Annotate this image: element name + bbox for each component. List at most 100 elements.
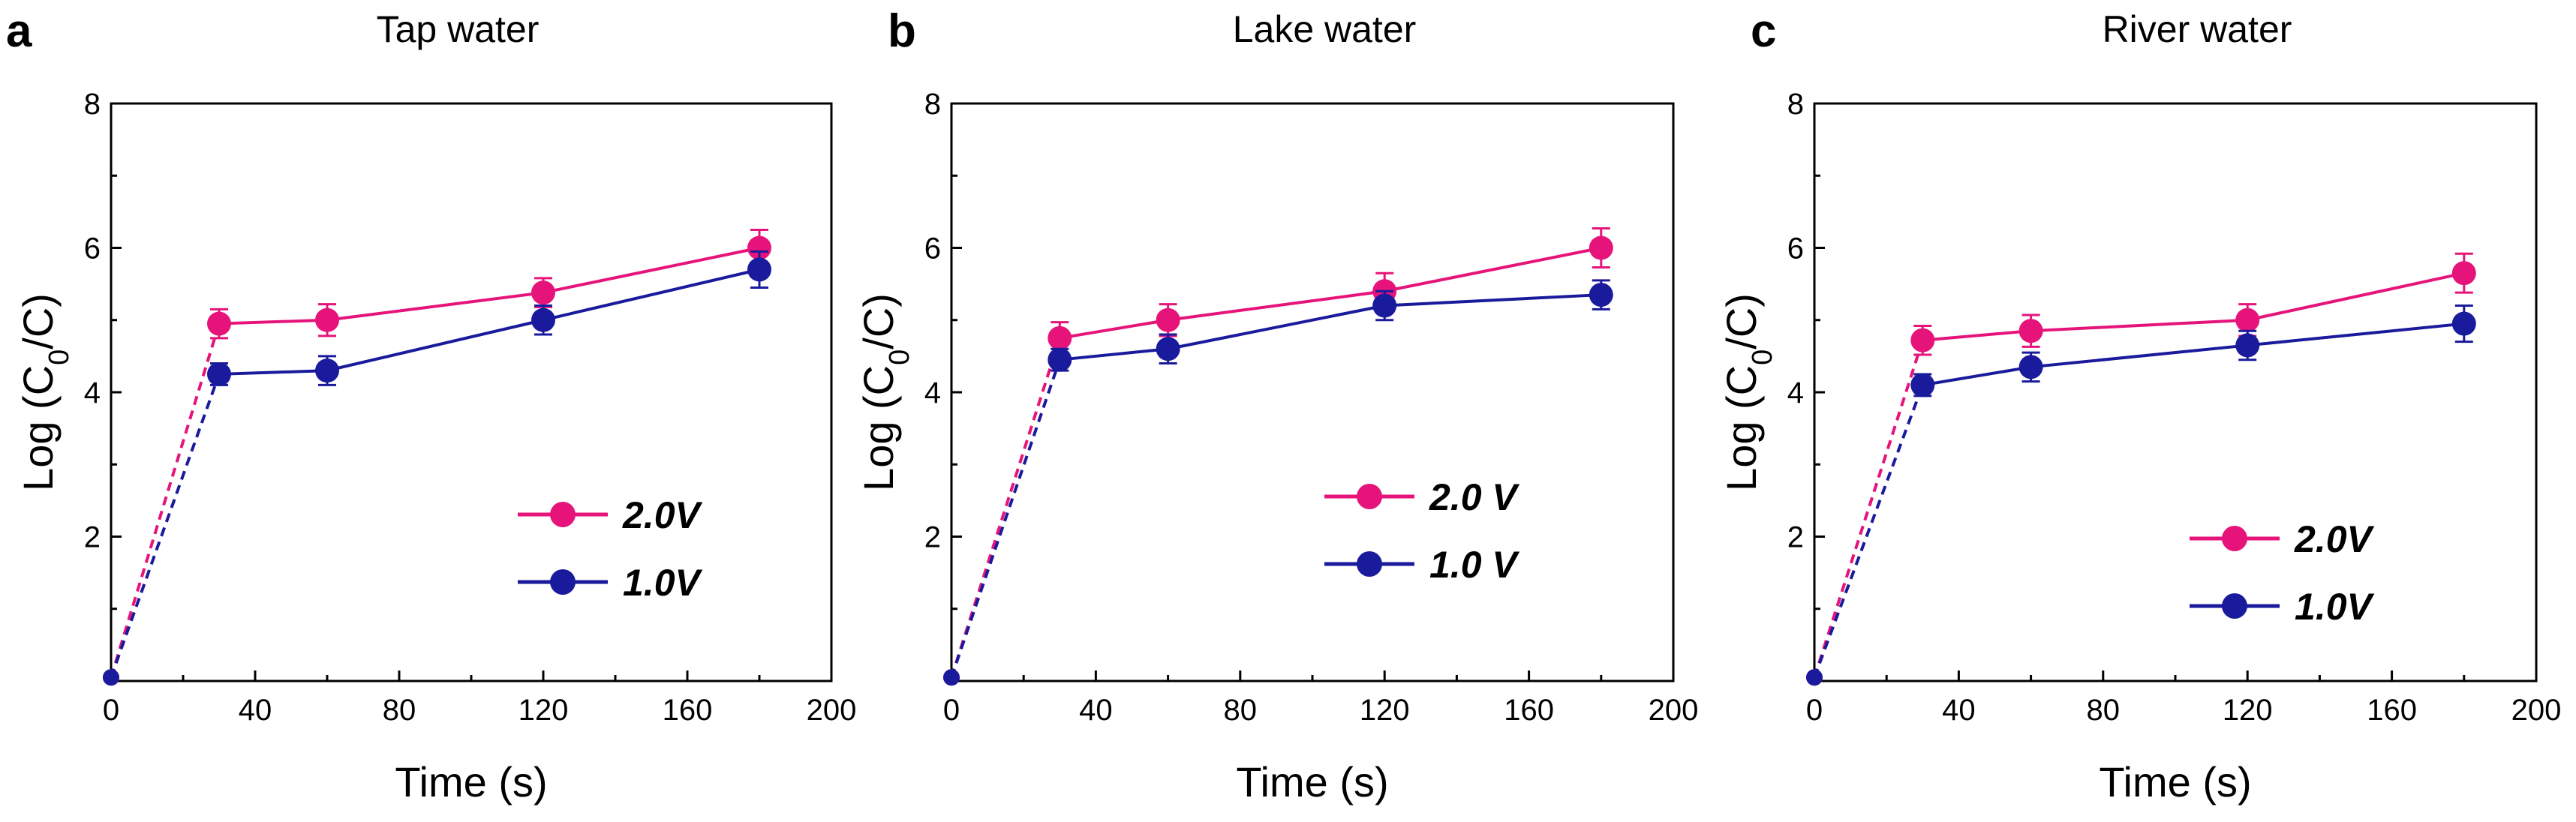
legend-label: 1.0V — [2295, 586, 2375, 628]
data-point — [747, 257, 771, 282]
series-dashed-line — [950, 359, 1062, 678]
legend-label: 2.0V — [2294, 518, 2375, 560]
y-tick-label: 4 — [924, 376, 941, 410]
data-point — [2018, 319, 2043, 344]
y-axis-title: Log (C0/C) — [855, 293, 915, 491]
data-point — [1372, 293, 1397, 318]
y-axis-title-suffix: /C) — [14, 293, 62, 350]
y-axis-title-suffix: /C) — [1718, 293, 1765, 350]
y-axis-title-prefix: Log (C — [855, 365, 902, 491]
series-origin-point — [943, 669, 960, 686]
data-point — [1589, 283, 1613, 308]
chart-panel-a: a Tap water 0 40 80 120 160 200 2 4 6 8 Time (s) Log … — [6, 5, 856, 806]
legend-marker — [1357, 551, 1382, 577]
y-tick-label: 4 — [84, 376, 101, 410]
legend-marker — [2222, 526, 2247, 551]
y-tick-label: 8 — [1787, 88, 1804, 121]
series-dashed-line — [1813, 384, 1925, 678]
x-tick-label: 200 — [1649, 694, 1699, 727]
panel-title: Lake water — [1233, 8, 1417, 50]
y-tick-label: 6 — [1787, 232, 1804, 266]
data-point — [1910, 373, 1935, 398]
series-line — [218, 268, 760, 376]
y-axis-title-prefix: Log (C — [1718, 365, 1765, 491]
y-axis-title-suffix: /C) — [855, 293, 902, 350]
y-axis-title: Log (C0/C) — [14, 293, 75, 491]
data-point — [207, 311, 231, 336]
legend-entry: 1.0V — [2190, 586, 2375, 628]
series-line — [1922, 322, 2464, 387]
y-axis-title-subscript: 0 — [44, 350, 75, 365]
x-tick-label: 40 — [239, 694, 272, 727]
legend-entry: 1.0 V — [1324, 544, 1519, 586]
y-axis-title: Log (C0/C) — [1718, 293, 1778, 491]
data-point — [2451, 261, 2476, 286]
panel-letter: c — [1751, 5, 1776, 57]
data-point — [531, 308, 555, 332]
data-point — [1048, 347, 1072, 372]
y-tick-label: 6 — [924, 232, 941, 266]
legend-entry: 1.0V — [518, 562, 703, 604]
series-1.0v — [1806, 304, 2476, 686]
x-tick-label: 40 — [1079, 694, 1113, 727]
data-point — [2235, 333, 2260, 358]
x-tick-label: 40 — [1942, 694, 1976, 727]
legend-marker — [550, 502, 576, 527]
y-tick-label: 6 — [84, 232, 101, 266]
y-tick-label: 2 — [924, 521, 941, 554]
series-1.0v — [103, 250, 771, 686]
x-tick-label: 200 — [2511, 694, 2562, 727]
x-tick-label: 160 — [2367, 694, 2417, 727]
legend-marker — [550, 569, 576, 595]
chart-panel-b: b Lake water 0 40 80 120 160 200 2 4 6 8 Time (s) Log… — [855, 5, 1698, 806]
panel-title: River water — [2103, 8, 2292, 50]
series-dashed-line — [110, 322, 221, 678]
series-line — [1060, 293, 1601, 362]
series-line — [218, 246, 760, 326]
data-point — [1589, 236, 1613, 260]
x-tick-label: 160 — [1504, 694, 1554, 727]
panel-letter: b — [888, 5, 916, 57]
data-point — [207, 362, 231, 386]
series-line — [1059, 246, 1602, 340]
x-tick-label: 120 — [519, 694, 569, 727]
y-tick-label: 8 — [924, 88, 941, 121]
legend-entry: 2.0V — [518, 494, 703, 536]
data-point — [2451, 311, 2476, 336]
x-tick-label: 0 — [103, 694, 119, 727]
x-tick-label: 80 — [2087, 694, 2121, 727]
y-axis-title-subscript: 0 — [1747, 350, 1778, 365]
y-tick-label: 8 — [84, 88, 101, 121]
series-line — [1922, 272, 2465, 342]
legend-label: 1.0 V — [1429, 544, 1519, 586]
data-point — [1156, 308, 1180, 332]
series-origin-point — [103, 669, 119, 686]
y-axis-title-prefix: Log (C — [14, 365, 62, 491]
data-point — [315, 308, 339, 332]
y-tick-label: 2 — [84, 521, 101, 554]
panel-letter: a — [6, 5, 32, 57]
x-tick-label: 120 — [2223, 694, 2273, 727]
y-tick-label: 2 — [1787, 521, 1804, 554]
y-tick-label: 4 — [1787, 376, 1804, 410]
x-tick-label: 0 — [943, 694, 960, 727]
x-tick-label: 120 — [1360, 694, 1410, 727]
legend-label: 1.0V — [623, 562, 703, 604]
data-point — [1910, 328, 1935, 352]
x-axis-title: Time (s) — [395, 758, 547, 806]
legend-marker — [2222, 593, 2247, 619]
x-axis-title: Time (s) — [2099, 758, 2251, 806]
data-point — [315, 358, 339, 383]
data-point — [531, 280, 555, 305]
legend-entry: 2.0V — [2190, 518, 2375, 560]
data-point — [747, 236, 771, 260]
series-origin-point — [1806, 669, 1823, 686]
legend-label: 2.0V — [622, 494, 703, 536]
x-axis-title: Time (s) — [1236, 758, 1388, 806]
x-tick-label: 200 — [807, 694, 857, 727]
data-point — [1048, 326, 1072, 350]
x-tick-label: 80 — [383, 694, 416, 727]
series-1.0v — [943, 279, 1613, 686]
data-point — [2018, 355, 2043, 380]
